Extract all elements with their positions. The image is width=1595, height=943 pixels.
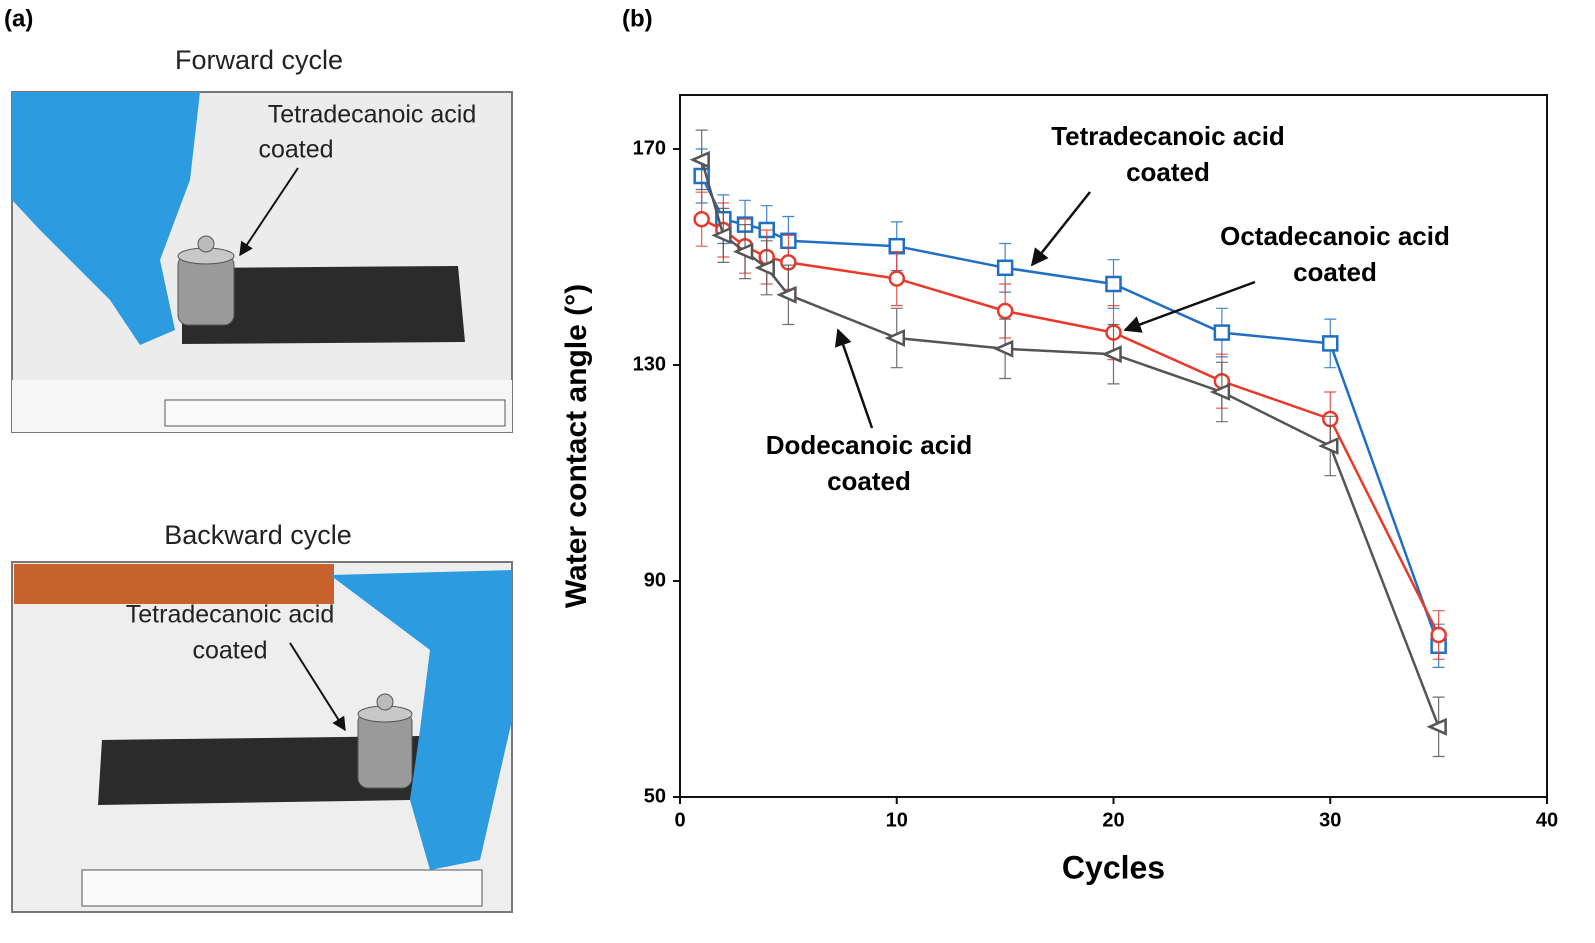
x-tick-label: 10 <box>886 809 908 831</box>
y-tick-label: 50 <box>644 785 666 807</box>
photo-annotation: coated <box>192 637 267 665</box>
photo-annotation: Tetradecanoic acid <box>268 101 476 129</box>
marker <box>693 210 710 228</box>
annotation: Tetradecanoic acid <box>1051 121 1285 151</box>
marker <box>993 339 1014 358</box>
x-tick-label: 0 <box>674 809 685 831</box>
annotation: coated <box>1293 257 1377 287</box>
marker <box>1105 275 1122 293</box>
marker <box>776 285 797 304</box>
marker <box>884 329 905 347</box>
marker <box>711 226 732 245</box>
marker <box>1322 335 1339 352</box>
marker <box>1209 383 1231 401</box>
y-tick-label: 90 <box>644 569 666 591</box>
annotation: coated <box>827 466 911 496</box>
photo-annotation: Tetradecanoic acid <box>126 601 334 629</box>
arrow <box>239 167 299 257</box>
annotation: Octadecanoic acid <box>1220 221 1450 251</box>
annotation: coated <box>1126 157 1210 187</box>
x-tick-label: 40 <box>1536 809 1558 831</box>
y-axis-label: Water contact angle (°) <box>560 284 593 608</box>
photo <box>11 91 513 433</box>
marker <box>996 302 1014 320</box>
panel-label: (b) <box>622 5 653 32</box>
marker <box>689 150 710 169</box>
photo-annotation: coated <box>258 136 333 164</box>
y-tick-label: 170 <box>633 137 666 159</box>
x-tick-label: 30 <box>1319 809 1341 831</box>
y-tick-label: 130 <box>633 353 666 375</box>
marker <box>1101 345 1122 364</box>
marker <box>996 259 1014 277</box>
marker <box>1318 437 1339 455</box>
photo <box>11 561 513 913</box>
marker <box>888 270 905 287</box>
panel-label: (a) <box>4 5 33 32</box>
marker <box>1426 717 1447 736</box>
arrow <box>289 642 346 732</box>
photo-title: Backward cycle <box>164 520 352 550</box>
arrow <box>1123 280 1256 333</box>
photo-title: Forward cycle <box>175 45 343 75</box>
marker <box>1213 324 1231 341</box>
marker <box>732 242 754 261</box>
x-axis-label: Cycles <box>1062 849 1165 885</box>
marker <box>1430 626 1447 644</box>
annotation: Dodecanoic acid <box>766 430 973 460</box>
marker <box>754 258 775 277</box>
x-tick-label: 20 <box>1102 809 1124 831</box>
arrow <box>1030 191 1091 267</box>
arrow <box>834 328 874 429</box>
